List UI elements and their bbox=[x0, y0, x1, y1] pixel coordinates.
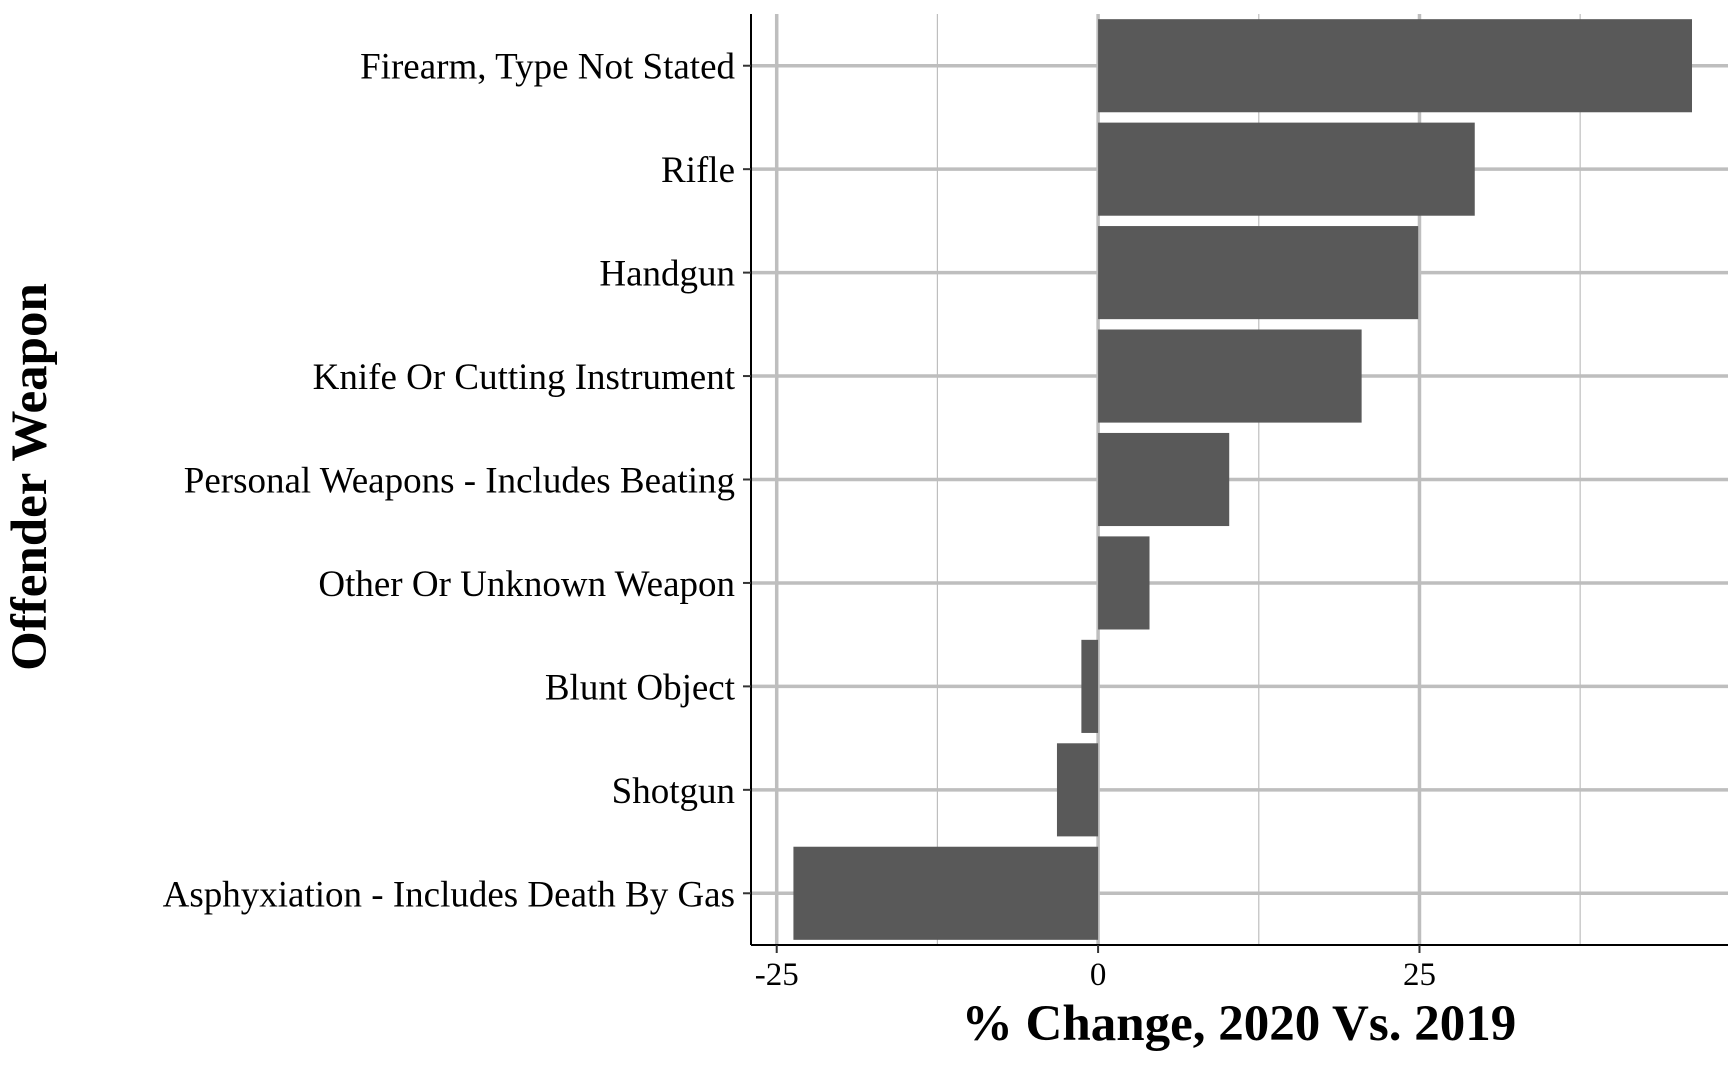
x-tick-label: 0 bbox=[1090, 957, 1107, 993]
labels: Firearm, Type Not Stated Rifle Handgun Knif… bbox=[163, 47, 1436, 993]
category-label: Asphyxiation - Includes Death By Gas bbox=[163, 874, 735, 915]
axes bbox=[743, 14, 1728, 953]
category-label: Other Or Unknown Weapon bbox=[318, 564, 735, 605]
category-label: Personal Weapons - Includes Beating bbox=[184, 461, 735, 502]
bar bbox=[1098, 536, 1150, 630]
category-label: Rifle bbox=[661, 150, 735, 191]
category-label: Blunt Object bbox=[545, 667, 736, 708]
x-tick-label: 25 bbox=[1403, 957, 1436, 993]
bar bbox=[793, 846, 1099, 940]
category-label: Handgun bbox=[599, 254, 735, 295]
category-label: Shotgun bbox=[612, 771, 735, 812]
bar bbox=[1098, 226, 1419, 320]
category-label: Knife Or Cutting Instrument bbox=[313, 357, 736, 398]
bar bbox=[1098, 122, 1475, 216]
bar bbox=[1098, 329, 1362, 423]
bar bbox=[1098, 19, 1693, 113]
category-label: Firearm, Type Not Stated bbox=[360, 47, 735, 88]
bar bbox=[1056, 743, 1099, 837]
x-axis-title: % Change, 2020 Vs. 2019 bbox=[962, 996, 1516, 1052]
y-axis-title: Offender Weapon bbox=[2, 283, 58, 671]
x-tick-label: -25 bbox=[755, 957, 799, 993]
bars bbox=[793, 19, 1693, 940]
bar bbox=[1098, 432, 1230, 527]
bar bbox=[1081, 639, 1099, 733]
